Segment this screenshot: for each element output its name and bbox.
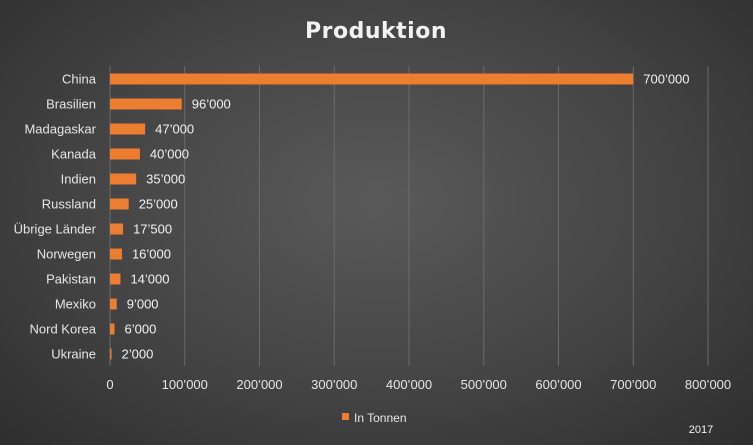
bar-10 — [110, 323, 115, 335]
data-label-8: 14’000 — [130, 272, 169, 287]
data-label-0: 700’000 — [643, 72, 689, 87]
x-tick-label-4: 400’000 — [386, 377, 432, 392]
category-label-10: Nord Korea — [30, 322, 97, 337]
category-labels: China Brasilien Madagaskar Kanada Indien Russ… — [14, 72, 97, 362]
category-label-2: Madagaskar — [24, 122, 96, 137]
bar-2 — [110, 123, 146, 135]
data-label-1: 96’000 — [192, 97, 231, 112]
x-tick-label-3: 300’000 — [311, 377, 357, 392]
bar-6 — [110, 223, 124, 235]
bar-1 — [110, 98, 182, 110]
category-label-6: Übrige Länder — [14, 222, 97, 237]
bar-11 — [110, 348, 112, 360]
x-tick-label-0: 0 — [106, 377, 113, 392]
bar-9 — [110, 298, 117, 310]
bar-3 — [110, 148, 140, 160]
data-label-10: 6’000 — [124, 322, 156, 337]
x-tick-label-1: 100’000 — [162, 377, 208, 392]
category-label-7: Norwegen — [37, 247, 96, 262]
x-tick-label-5: 500’000 — [461, 377, 507, 392]
data-labels: 700’000 96’000 47’000 40’000 35’000 25’000 17’… — [122, 72, 690, 362]
chart-title: Produktion — [305, 19, 447, 44]
data-label-3: 40’000 — [150, 147, 189, 162]
category-label-1: Brasilien — [46, 97, 96, 112]
category-label-4: Indien — [61, 172, 96, 187]
legend-label: In Tonnen — [354, 411, 407, 425]
x-tick-label-8: 800’000 — [685, 377, 731, 392]
bars — [110, 73, 634, 360]
category-label-0: China — [62, 72, 97, 87]
bar-4 — [110, 173, 137, 185]
x-tick-label-6: 600’000 — [535, 377, 581, 392]
data-label-7: 16’000 — [132, 247, 171, 262]
bar-8 — [110, 273, 121, 285]
bar-7 — [110, 248, 122, 260]
data-label-4: 35’000 — [146, 172, 185, 187]
category-label-11: Ukraine — [51, 347, 96, 362]
category-label-8: Pakistan — [46, 272, 96, 287]
year-annotation: 2017 — [689, 424, 713, 436]
x-tick-label-7: 700’000 — [610, 377, 656, 392]
category-label-5: Russland — [42, 197, 96, 212]
data-label-11: 2’000 — [122, 347, 154, 362]
bar-0 — [110, 73, 634, 85]
data-label-6: 17’500 — [133, 222, 172, 237]
x-tick-label-2: 200’000 — [236, 377, 282, 392]
x-axis-tick-labels: 0 100’000 200’000 300’000 400’000 500’000 600’… — [106, 377, 731, 392]
legend: In Tonnen — [342, 411, 407, 425]
category-label-9: Mexiko — [55, 297, 96, 312]
data-label-5: 25’000 — [139, 197, 178, 212]
legend-swatch — [342, 413, 349, 420]
data-label-2: 47’000 — [155, 122, 194, 137]
category-label-3: Kanada — [51, 147, 97, 162]
bar-5 — [110, 198, 129, 210]
gridlines — [109, 66, 709, 366]
data-label-9: 9’000 — [127, 297, 159, 312]
